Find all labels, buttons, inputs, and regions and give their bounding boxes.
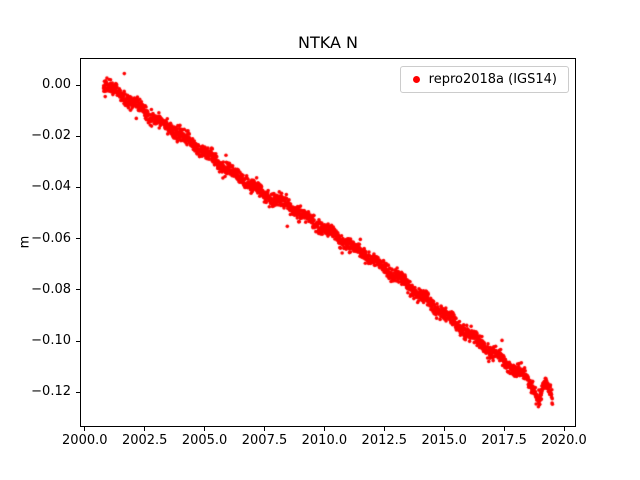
- y-tick-label: −0.02: [31, 128, 71, 144]
- x-tick-mark: [443, 427, 445, 431]
- scatter-canvas: [80, 58, 576, 427]
- x-tick-mark: [204, 427, 206, 431]
- y-tick-mark: [76, 340, 80, 342]
- x-tick-mark: [144, 427, 146, 431]
- y-tick-label: −0.04: [31, 179, 71, 195]
- legend: repro2018a (IGS14): [399, 66, 569, 93]
- y-tick-label: −0.10: [31, 333, 71, 349]
- x-tick-mark: [563, 427, 565, 431]
- legend-marker-dot-icon: [412, 76, 420, 83]
- x-tick-label: 2020.0: [541, 433, 587, 448]
- chart-title: NTKA N: [298, 33, 358, 52]
- y-tick-label: −0.06: [31, 230, 71, 246]
- y-tick-label: −0.08: [31, 281, 71, 297]
- plot-area: repro2018a (IGS14): [80, 58, 576, 427]
- x-tick-label: 2015.0: [421, 433, 467, 448]
- x-tick-label: 2005.0: [181, 433, 228, 448]
- y-tick-mark: [76, 186, 80, 188]
- y-tick-label: 0.00: [42, 77, 71, 93]
- y-tick-mark: [76, 135, 80, 137]
- y-tick-mark: [76, 84, 80, 86]
- x-tick-label: 2017.5: [481, 433, 527, 448]
- y-tick-mark: [76, 238, 80, 240]
- x-tick-mark: [383, 427, 385, 431]
- x-tick-label: 2012.5: [361, 433, 408, 448]
- x-tick-mark: [503, 427, 505, 431]
- x-tick-label: 2010.0: [301, 433, 348, 448]
- x-tick-mark: [323, 427, 325, 431]
- y-tick-label: −0.12: [31, 384, 71, 400]
- x-tick-label: 2007.5: [241, 433, 288, 448]
- legend-entry-label: repro2018a (IGS14): [428, 72, 557, 87]
- y-tick-mark: [76, 391, 80, 393]
- x-tick-label: 2000.0: [62, 433, 108, 448]
- y-tick-mark: [76, 289, 80, 291]
- x-tick-mark: [84, 427, 86, 431]
- x-tick-label: 2002.5: [121, 433, 168, 448]
- x-tick-mark: [264, 427, 265, 431]
